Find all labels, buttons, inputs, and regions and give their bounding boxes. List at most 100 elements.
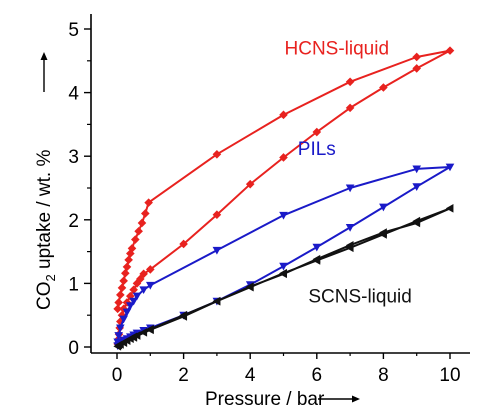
data-point (412, 183, 421, 192)
data-point (113, 304, 122, 314)
data-point (345, 223, 355, 232)
data-point (116, 290, 125, 300)
series-label: SCNS-liquid (308, 286, 411, 307)
data-point (131, 235, 140, 244)
data-point (117, 283, 127, 293)
y-tick-label: 4 (68, 84, 79, 105)
data-point (412, 64, 421, 73)
data-point (445, 46, 455, 55)
data-point (345, 103, 355, 113)
y-axis-label-subscript: 2 (43, 274, 58, 281)
data-point (119, 338, 128, 347)
data-point (345, 240, 354, 250)
series-line (117, 207, 451, 348)
data-point (126, 291, 135, 301)
data-point (179, 312, 188, 321)
data-point (116, 324, 125, 333)
data-point (126, 302, 135, 310)
data-point (124, 255, 133, 265)
y-axis-ticks: 0 1 2 3 4 5 (68, 20, 91, 359)
data-point (445, 204, 454, 213)
data-point (412, 165, 421, 174)
data-point (279, 269, 287, 279)
data-point (245, 282, 254, 291)
data-point (379, 83, 388, 92)
series-scns-liquid (113, 204, 454, 351)
y-tick-label: 1 (68, 274, 79, 295)
data-point (146, 281, 155, 290)
data-point (119, 276, 128, 286)
data-point (114, 298, 123, 307)
y-axis-label-suffix: uptake / wt. % (34, 150, 55, 275)
data-point (345, 77, 355, 87)
data-point (212, 296, 221, 306)
annotation-layer: HCNS-liquid PILs SCNS-liquid (285, 38, 412, 307)
x-axis-ticks: 0 2 4 6 8 10 (112, 353, 461, 386)
data-point (129, 285, 138, 295)
x-axis-arrow-head (352, 395, 360, 403)
y-axis-title: CO2 uptake / wt. % (34, 52, 58, 310)
data-point (132, 292, 142, 301)
data-point (141, 209, 150, 218)
data-point (146, 325, 154, 335)
data-point (212, 149, 222, 159)
plot-area (90, 14, 470, 354)
data-point (139, 269, 148, 279)
data-point (279, 262, 288, 271)
data-point (279, 110, 288, 120)
data-point (134, 226, 143, 236)
data-point (114, 332, 123, 340)
data-point (312, 243, 322, 252)
data-point (129, 333, 138, 342)
series-label: PILs (298, 139, 336, 160)
series-layer (113, 46, 455, 351)
data-point (132, 279, 142, 288)
data-point (139, 328, 148, 337)
y-tick-label: 5 (68, 20, 79, 41)
data-point (279, 211, 288, 220)
data-point (445, 163, 455, 172)
data-point (279, 153, 288, 162)
x-tick-label: 6 (312, 365, 323, 386)
data-point (144, 198, 153, 207)
data-point (113, 338, 122, 347)
x-tick-label: 10 (439, 365, 460, 386)
data-point (129, 297, 138, 306)
data-point (345, 184, 355, 193)
data-point (146, 265, 155, 274)
data-point (127, 244, 137, 253)
y-axis-label-prefix: CO (34, 282, 55, 311)
data-point (245, 179, 255, 189)
data-point (312, 127, 322, 137)
data-point (412, 218, 421, 228)
data-point (212, 210, 222, 220)
data-point (121, 268, 130, 278)
x-tick-label: 8 (378, 365, 389, 386)
data-point (122, 262, 132, 272)
x-tick-label: 4 (245, 365, 256, 386)
data-point (212, 246, 222, 255)
data-point (137, 218, 147, 228)
data-point (312, 254, 321, 264)
data-point (119, 315, 128, 324)
data-point (139, 286, 148, 295)
y-tick-label: 3 (68, 147, 79, 168)
data-point (379, 228, 387, 237)
series-label: HCNS-liquid (285, 38, 390, 59)
data-point (179, 239, 188, 249)
y-tick-label: 0 (68, 338, 79, 359)
y-axis-arrow-head (40, 52, 48, 60)
data-point (126, 249, 135, 258)
data-point (122, 308, 132, 317)
y-tick-label: 2 (68, 211, 79, 232)
y-axis-label: CO2 uptake / wt. % (34, 150, 58, 310)
series-hcns-liquid (113, 46, 455, 349)
data-point (379, 203, 388, 212)
data-point (114, 340, 123, 350)
x-axis-title: Pressure / bar (205, 389, 360, 410)
x-tick-label: 2 (178, 365, 189, 386)
x-tick-label: 0 (112, 365, 123, 386)
data-point (412, 52, 421, 62)
x-axis-label: Pressure / bar (205, 389, 325, 410)
